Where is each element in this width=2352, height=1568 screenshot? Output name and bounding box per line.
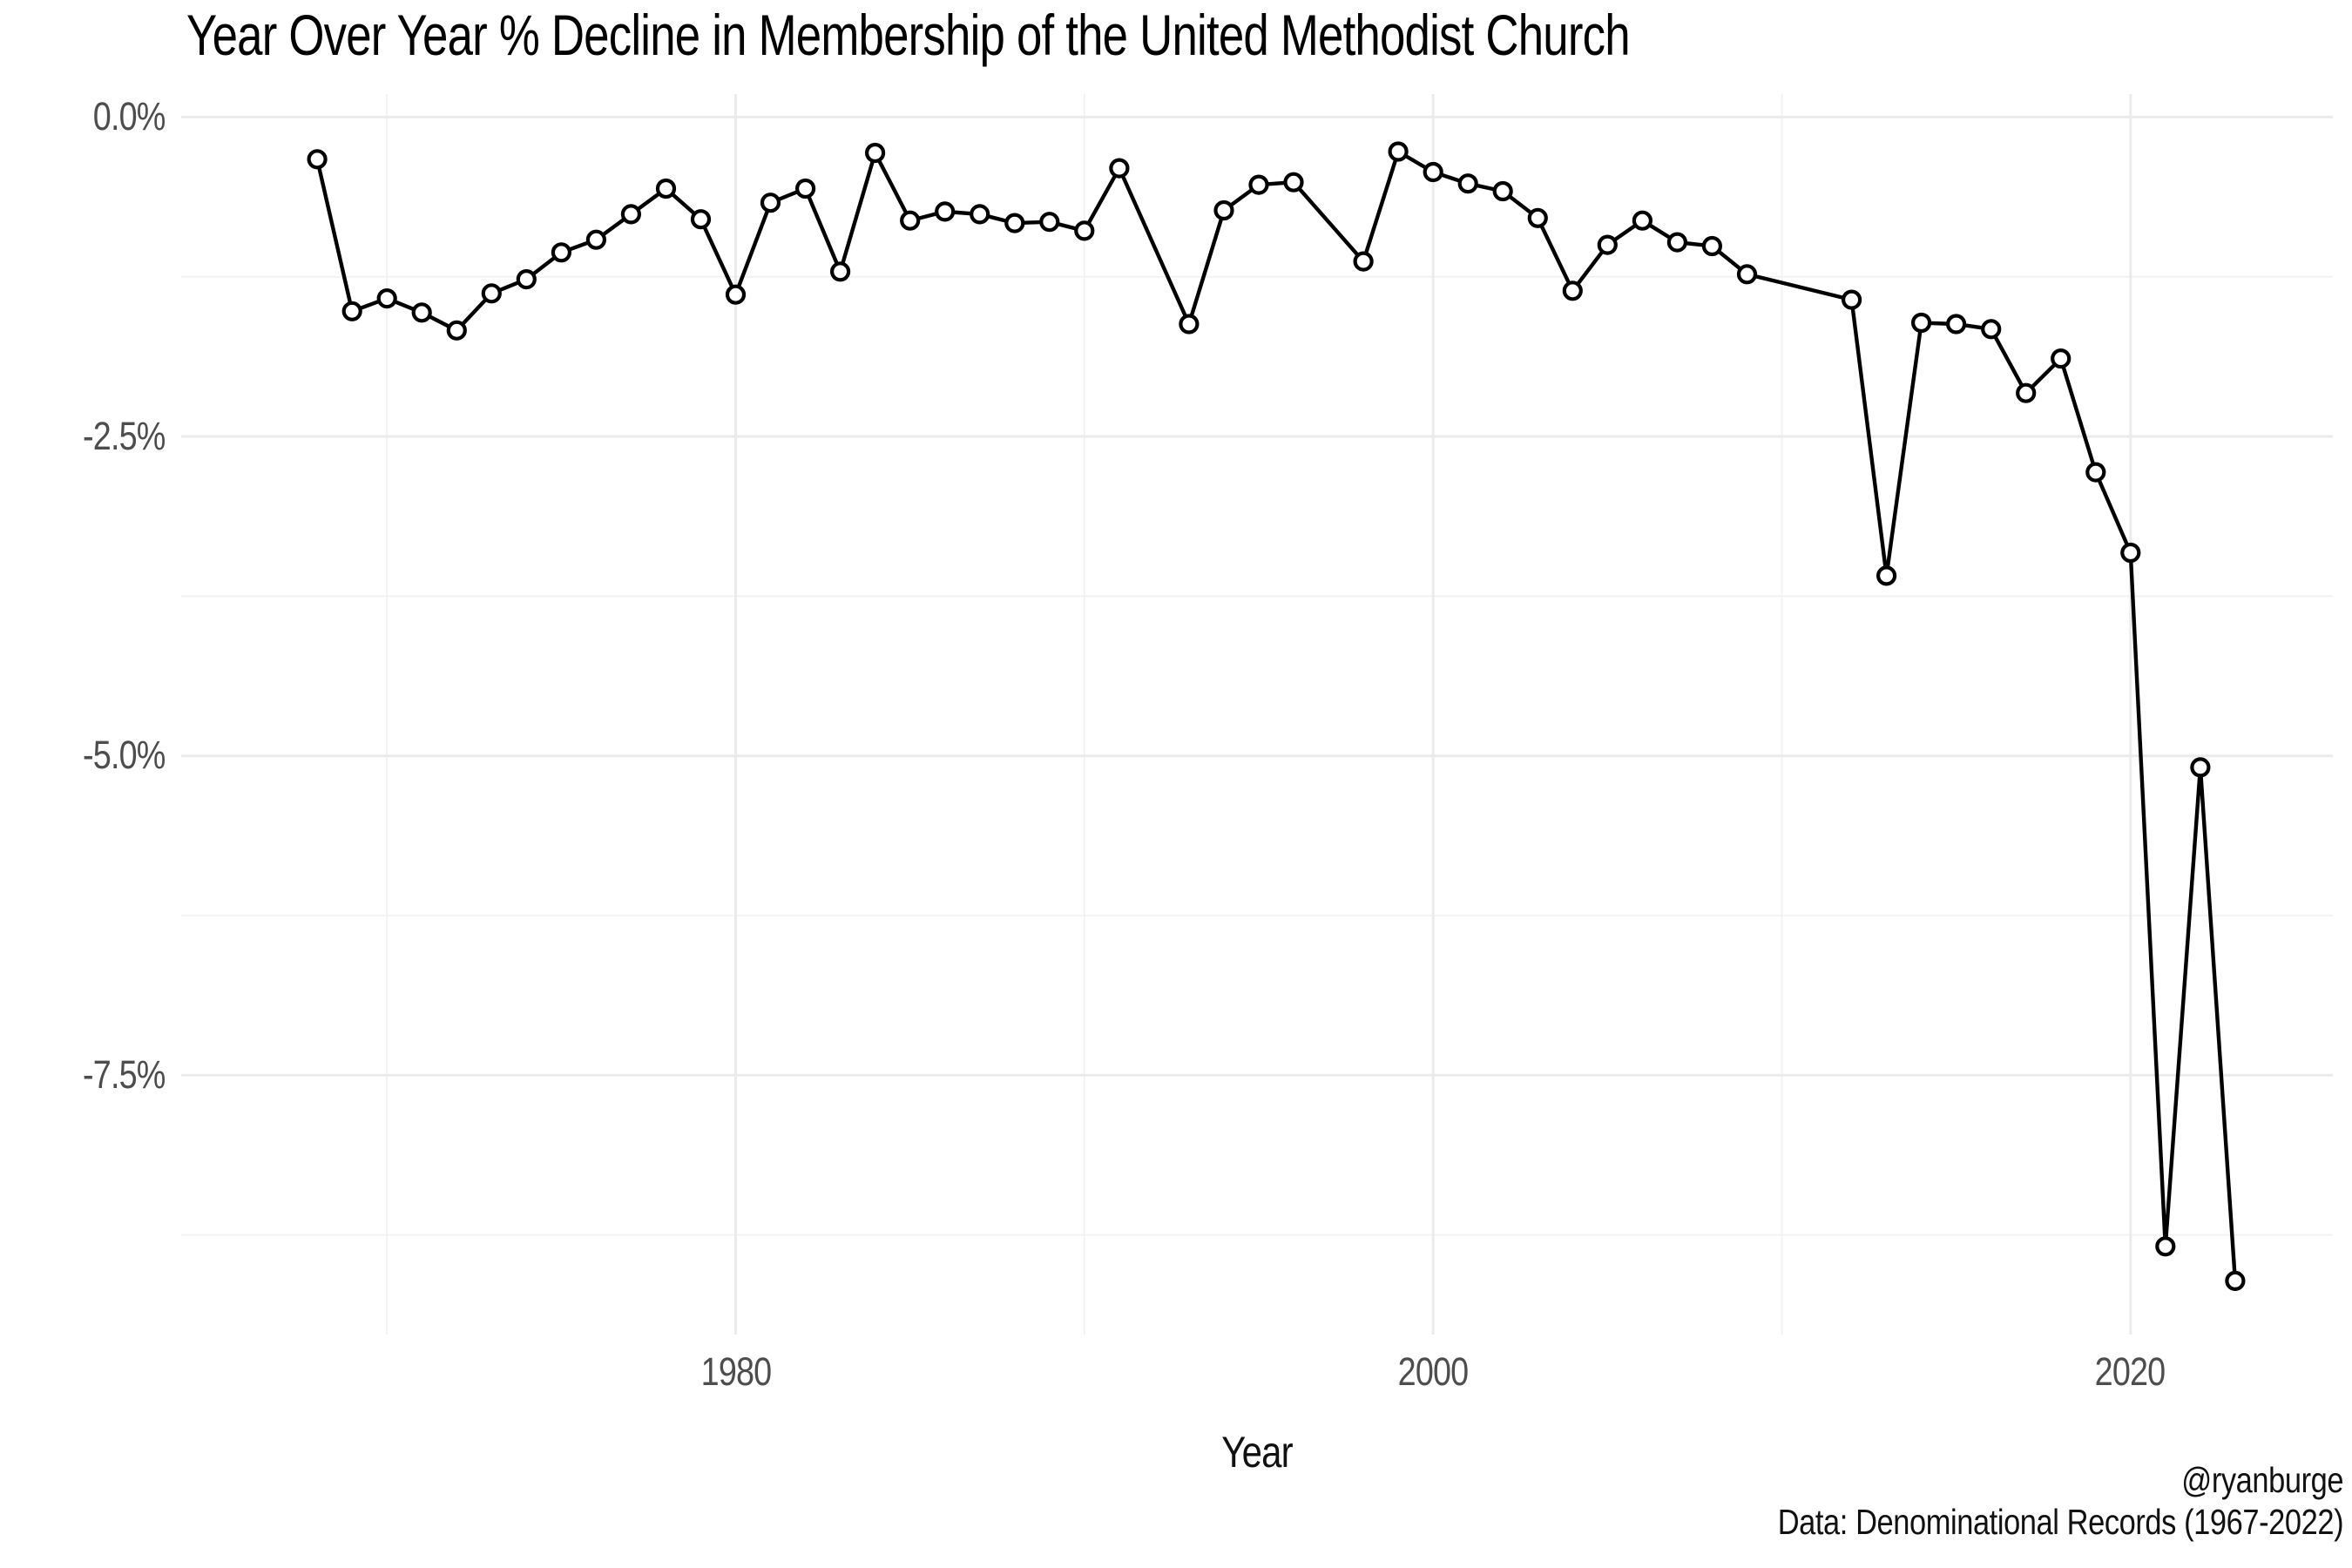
y-tick-label-1: -2.5%: [83, 414, 166, 458]
y-tick-label-2: -5.0%: [83, 733, 166, 777]
y-tick-label-3: -7.5%: [83, 1052, 166, 1097]
x-tick-label-2020: 2020: [2094, 1349, 2166, 1394]
x-tick-label-1980: 1980: [700, 1349, 773, 1394]
x-axis-title: Year: [1221, 1428, 1293, 1477]
caption-block: @ryanburge Data: Denominational Records …: [1777, 1460, 2344, 1544]
y-tick-label-0: 0.0%: [93, 94, 166, 139]
caption-source: Data: Denominational Records (1967-2022): [1777, 1501, 2344, 1542]
x-tick-label-2000: 2000: [1397, 1349, 1470, 1394]
caption-author: @ryanburge: [2181, 1460, 2343, 1500]
chart-title: Year Over Year % Decline in Membership o…: [186, 3, 1631, 67]
